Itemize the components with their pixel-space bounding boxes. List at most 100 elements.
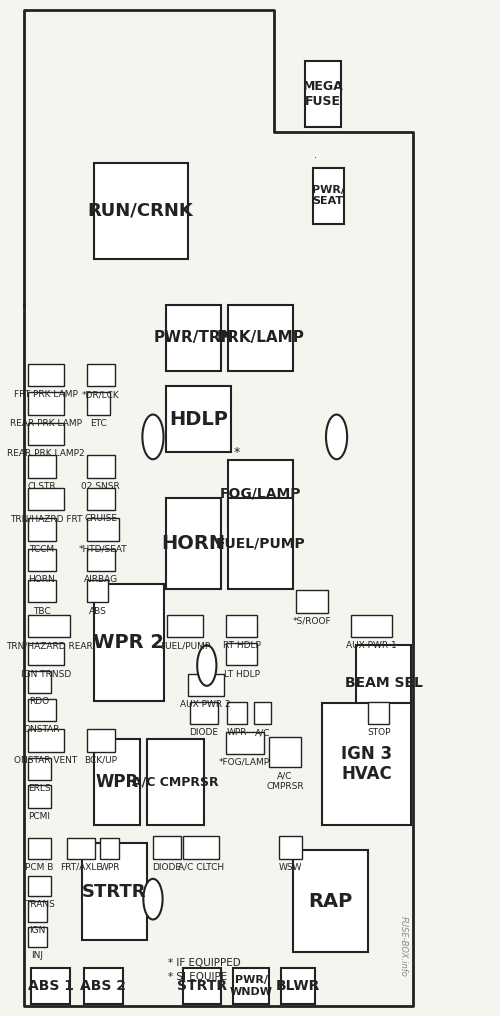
Bar bbox=[28, 643, 64, 665]
Bar bbox=[188, 674, 224, 696]
Text: WSW: WSW bbox=[278, 863, 302, 872]
Bar bbox=[28, 785, 51, 808]
Text: REAR PRK LAMP: REAR PRK LAMP bbox=[10, 419, 82, 428]
Text: STRTR: STRTR bbox=[177, 979, 227, 993]
Bar bbox=[282, 968, 315, 1004]
Bar bbox=[166, 498, 221, 589]
Text: WPR: WPR bbox=[95, 773, 138, 790]
Text: PWR/
WNDW: PWR/ WNDW bbox=[230, 975, 273, 997]
Text: *FOG/LAMP: *FOG/LAMP bbox=[219, 758, 270, 767]
Circle shape bbox=[144, 879, 163, 919]
Text: ONSTAR: ONSTAR bbox=[24, 725, 60, 735]
Text: CRUISE: CRUISE bbox=[84, 514, 117, 523]
Bar bbox=[86, 518, 120, 541]
Bar bbox=[28, 671, 51, 693]
Bar bbox=[296, 590, 328, 613]
Text: ETC: ETC bbox=[90, 419, 106, 428]
Circle shape bbox=[197, 645, 216, 686]
Text: TBC: TBC bbox=[33, 607, 51, 616]
Circle shape bbox=[142, 415, 164, 459]
Bar bbox=[226, 643, 258, 665]
Text: AUX PWR 1: AUX PWR 1 bbox=[346, 641, 397, 650]
Bar bbox=[28, 549, 56, 571]
Bar bbox=[254, 702, 270, 724]
Text: CLSTR: CLSTR bbox=[28, 482, 56, 491]
Bar bbox=[68, 838, 96, 859]
Circle shape bbox=[326, 415, 347, 459]
Text: PWR/
SEAT: PWR/ SEAT bbox=[312, 185, 344, 206]
Text: RDO: RDO bbox=[30, 697, 50, 706]
Text: FOG/LAMP: FOG/LAMP bbox=[220, 487, 302, 500]
Bar bbox=[153, 836, 181, 859]
Bar bbox=[183, 968, 221, 1004]
Text: FUSE-BOX.info: FUSE-BOX.info bbox=[399, 916, 408, 977]
Bar bbox=[86, 729, 115, 752]
Bar bbox=[84, 968, 122, 1004]
Text: RT HDLP: RT HDLP bbox=[222, 641, 260, 650]
Text: FRT/AXLE: FRT/AXLE bbox=[60, 863, 102, 872]
Bar bbox=[28, 488, 64, 510]
Text: IGN TRNSD: IGN TRNSD bbox=[21, 670, 71, 679]
Text: AIRBAG: AIRBAG bbox=[84, 575, 117, 584]
Bar bbox=[228, 305, 294, 371]
Bar bbox=[86, 580, 108, 602]
Text: A/C: A/C bbox=[254, 728, 270, 738]
Bar bbox=[306, 61, 342, 127]
Bar bbox=[368, 702, 390, 724]
Text: DIODE: DIODE bbox=[152, 863, 182, 872]
Text: PRK/LAMP: PRK/LAMP bbox=[217, 330, 305, 345]
Text: STOP: STOP bbox=[367, 728, 390, 738]
Text: ABS 1: ABS 1 bbox=[28, 979, 74, 993]
Text: IGN: IGN bbox=[30, 926, 46, 935]
Bar bbox=[28, 455, 56, 478]
Text: WPR 2: WPR 2 bbox=[93, 633, 164, 652]
Bar bbox=[86, 364, 115, 386]
Bar bbox=[28, 729, 64, 752]
Text: A/C CMPRSR: A/C CMPRSR bbox=[132, 775, 219, 788]
Bar bbox=[228, 498, 294, 589]
Text: 02 SNSR: 02 SNSR bbox=[81, 482, 120, 491]
Text: FRT PRK LAMP: FRT PRK LAMP bbox=[14, 390, 78, 399]
Text: FUEL/PUMP: FUEL/PUMP bbox=[160, 641, 210, 650]
Text: PCMI: PCMI bbox=[28, 812, 50, 821]
Text: * SI EQUIPE: * SI EQUIPE bbox=[168, 972, 228, 982]
Text: HORN: HORN bbox=[28, 575, 56, 584]
Text: BEAM SEL: BEAM SEL bbox=[344, 677, 422, 690]
Text: FUEL/PUMP: FUEL/PUMP bbox=[216, 536, 306, 551]
Text: PCM B: PCM B bbox=[26, 863, 54, 872]
Text: MEGA
FUSE: MEGA FUSE bbox=[303, 80, 344, 108]
Bar bbox=[100, 838, 119, 859]
Bar bbox=[28, 423, 64, 445]
Text: BCK/UP: BCK/UP bbox=[84, 756, 117, 765]
Bar bbox=[279, 836, 302, 859]
Text: *HTD/SEAT: *HTD/SEAT bbox=[78, 545, 128, 554]
Bar bbox=[28, 758, 51, 780]
Bar bbox=[28, 392, 64, 415]
Bar bbox=[190, 702, 218, 724]
Text: AUX PWR 2: AUX PWR 2 bbox=[180, 700, 231, 709]
Text: TRN/HAZARD REAR: TRN/HAZARD REAR bbox=[6, 641, 92, 650]
Bar bbox=[351, 615, 392, 637]
Bar bbox=[28, 901, 47, 922]
Bar bbox=[226, 732, 264, 754]
Bar bbox=[322, 703, 411, 825]
Text: * IF EQUIPPED: * IF EQUIPPED bbox=[168, 958, 241, 968]
Bar bbox=[228, 702, 246, 724]
Text: *DR/LCK: *DR/LCK bbox=[82, 390, 120, 399]
Bar bbox=[228, 460, 294, 526]
Text: *: * bbox=[234, 446, 240, 458]
Bar bbox=[28, 876, 51, 896]
Text: RAP: RAP bbox=[308, 892, 352, 910]
Text: IGN 3
HVAC: IGN 3 HVAC bbox=[341, 745, 392, 783]
Text: DIODE: DIODE bbox=[190, 728, 218, 738]
Bar bbox=[94, 584, 164, 701]
Bar bbox=[28, 699, 56, 721]
Text: *S/ROOF: *S/ROOF bbox=[293, 617, 332, 626]
Bar bbox=[233, 968, 270, 1004]
Bar bbox=[270, 737, 300, 767]
Text: WPR: WPR bbox=[227, 728, 248, 738]
Text: HORN: HORN bbox=[162, 534, 226, 553]
Bar bbox=[183, 836, 219, 859]
Text: A/C CLTCH: A/C CLTCH bbox=[178, 863, 224, 872]
Text: ONSTAR VENT: ONSTAR VENT bbox=[14, 756, 78, 765]
